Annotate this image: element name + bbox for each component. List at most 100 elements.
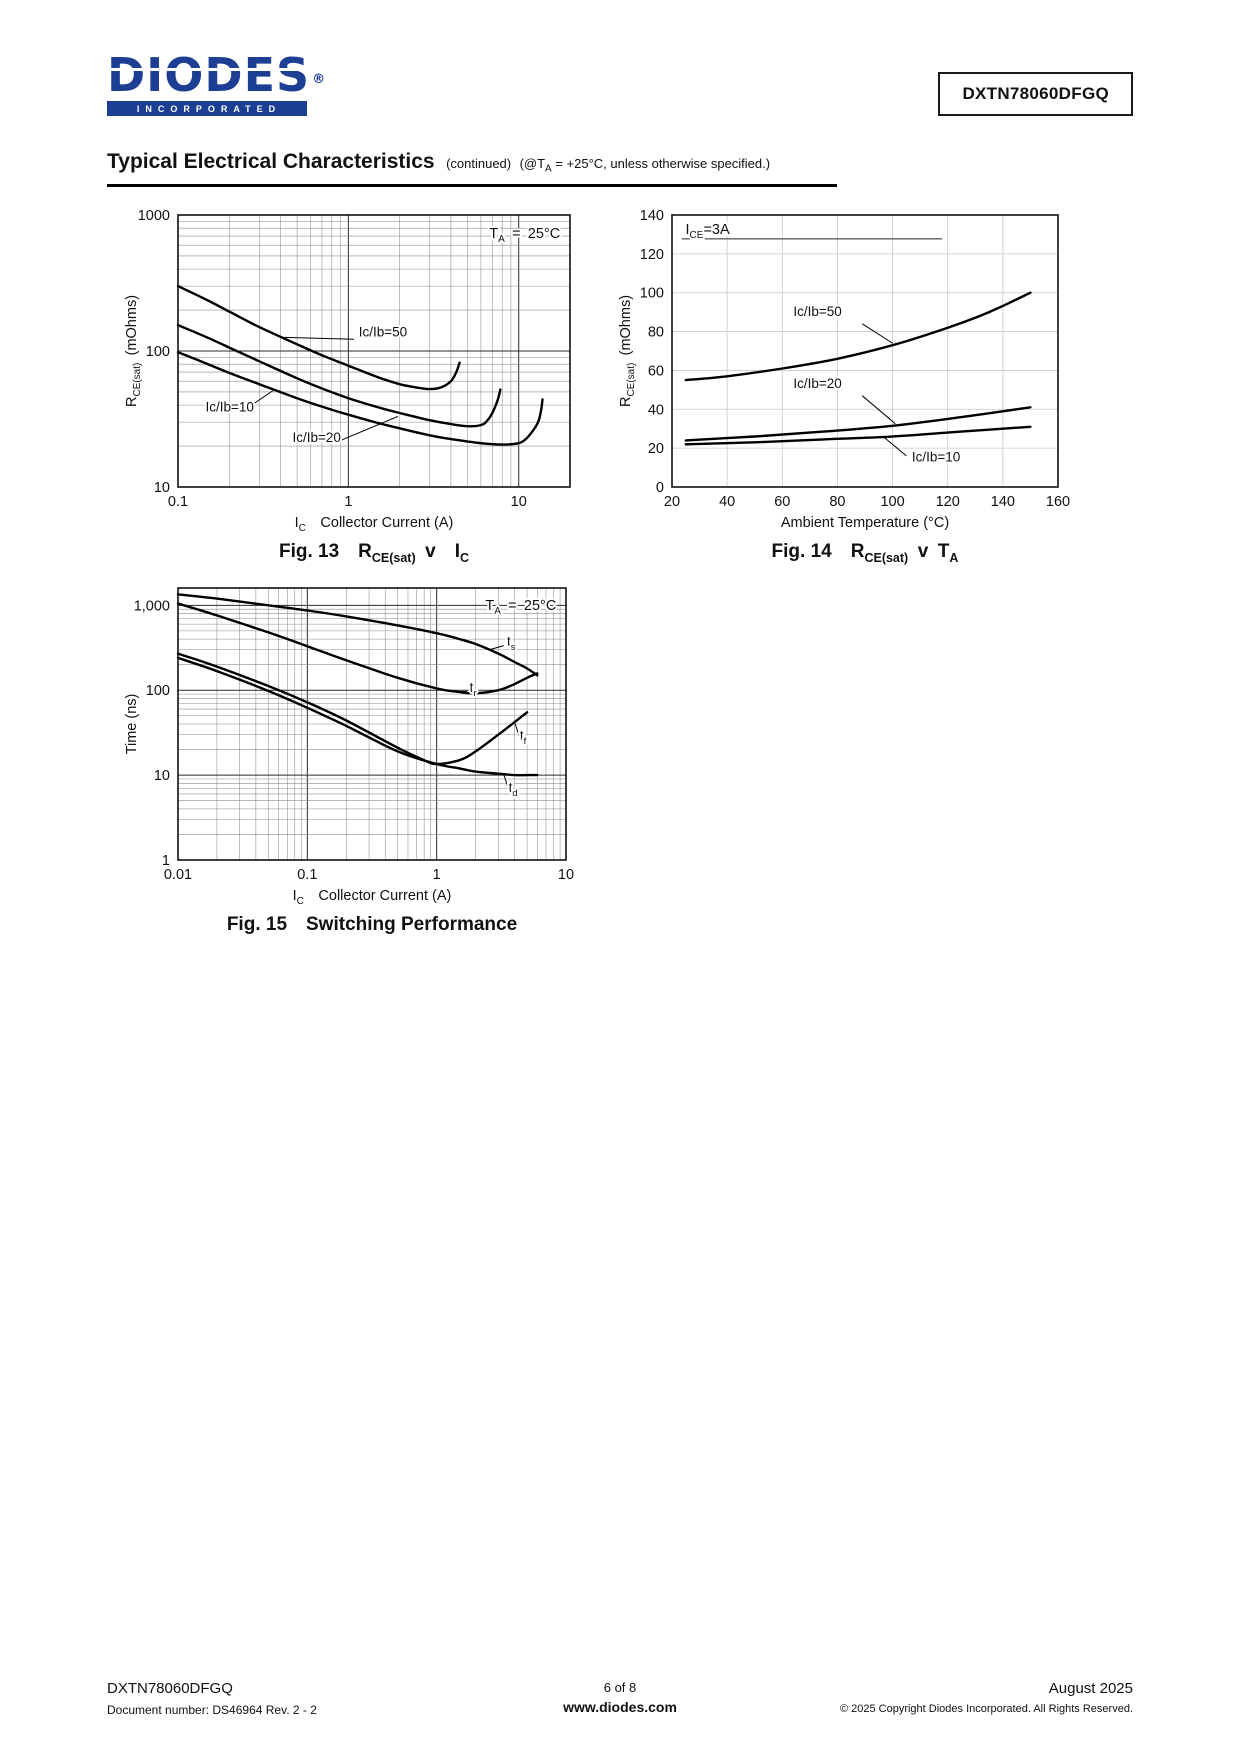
part-number-box: DXTN78060DFGQ [938,72,1133,116]
series-label: td [509,780,518,799]
y-tick-label: 80 [648,325,664,341]
y-tick-label: 1 [162,853,170,869]
leader-line [861,395,896,425]
y-axis-title: Time (ns) [124,694,140,755]
plot-border [177,214,571,488]
x-axis-title: IC Collector Current (A) [293,888,452,907]
series-label: tf [520,728,527,747]
plot-annotation: ICE=3A [686,222,730,241]
y-tick-label: 10 [154,768,170,784]
footer-website-link[interactable]: www.diodes.com [563,1699,677,1715]
x-axis-title: Ambient Temperature (°C) [781,515,949,531]
fig14-rcesat-vs-ta-chart: Ic/Ib=50 Ic/Ib=20 Ic/Ib=10 ICE=3A 20 40 60 80 10… [610,201,1080,574]
footer-right: August 2025 © 2025 Copyright Diodes Inco… [840,1680,1133,1715]
y-tick-label: 40 [648,402,664,418]
fig13-rcesat-vs-ic-chart: Ic/Ib=50 Ic/Ib=10 Ic/Ib=20 TA = 25°C 0.1 1 10 1… [116,201,586,574]
curve-td [176,656,539,777]
figure-caption: Fig. 13 RCE(sat) v IC [279,541,469,565]
series-label: tr [470,680,477,699]
footer-center: 6 of 8 www.diodes.com [107,1680,1133,1715]
y-tick-label: 120 [640,247,664,263]
series-label: Ic/Ib=20 [292,430,340,445]
footer-part-number: DXTN78060DFGQ [107,1680,233,1697]
x-tick-label: 0.1 [168,494,188,510]
x-tick-label: 0.01 [164,867,192,883]
figure-caption: Fig. 14 RCE(sat) v TA [772,541,959,565]
x-tick-label: 10 [558,867,574,883]
series-label: ts [507,634,516,653]
y-tick-label: 140 [640,208,664,224]
registered-trademark-icon: ® [312,72,327,87]
grid-lines [672,215,1058,487]
leader-line [490,645,504,650]
y-tick-label: 1,000 [134,598,170,614]
diodes-logo-wordmark: DIODES ® [107,52,326,98]
y-tick-label: 20 [648,441,664,457]
leader-line [503,774,509,788]
y-tick-label: 1000 [138,208,170,224]
footer-left: DXTN78060DFGQ Document number: DS46964 R… [107,1680,317,1717]
y-tick-label: 100 [640,286,664,302]
series-label: Ic/Ib=50 [793,304,841,319]
fig15-switching-performance-chart: ts tr tf td TA = 25°C 0.01 0.1 1 10 1 10 100 1,000 IC… [116,574,586,947]
section-title-text: Typical Electrical Characteristics [107,150,435,173]
page-footer: DXTN78060DFGQ Document number: DS46964 R… [107,1680,1133,1730]
leader-line [861,323,893,344]
figure-caption: Fig. 15 Switching Performance [227,914,517,935]
plot-annotation: TA = 25°C [485,598,556,617]
curve-Ic/Ib=20 [176,323,502,428]
series-label: Ic/Ib=10 [912,450,960,465]
y-axis-title: RCE(sat) (mOhms) [618,295,637,407]
diodes-logo: DIODES ® INCORPORATED [107,52,326,116]
leader-line [284,336,355,340]
leader-line [340,416,398,441]
conditions-prefix: (@T [519,156,546,171]
section-title-conditions: (@TA = +25°C, unless otherwise specified… [519,156,771,175]
grid-lines [177,588,567,861]
x-axis-title: IC Collector Current (A) [295,515,454,534]
curve-tr [176,602,539,695]
curve-ts [176,593,539,677]
plot-border [671,214,1059,488]
conditions-suffix: = +25°C, unless otherwise specified.) [551,156,771,171]
x-tick-label: 0.1 [297,867,317,883]
leader-line [883,437,907,457]
x-tick-label: 60 [774,494,790,510]
x-tick-label: 100 [880,494,904,510]
x-tick-label: 40 [719,494,735,510]
fig14-plot: Ic/Ib=50 Ic/Ib=20 Ic/Ib=10 ICE=3A 20 40 60 80 10… [618,208,1070,565]
x-tick-label: 1 [433,867,441,883]
conditions-subscript: A [545,163,552,175]
x-tick-label: 140 [991,494,1015,510]
x-tick-label: 20 [664,494,680,510]
y-axis-title: RCE(sat) (mOhms) [124,295,143,407]
series-label: Ic/Ib=50 [359,324,407,339]
x-tick-label: 160 [1046,494,1070,510]
logo-incorporated-bar: INCORPORATED [107,101,307,116]
footer-date: August 2025 [1048,1680,1133,1697]
x-tick-label: 120 [936,494,960,510]
y-tick-label: 0 [656,480,664,496]
footer-doc-number: Document number: DS46964 Rev. 2 - 2 [107,1703,317,1717]
footer-page-number: 6 of 8 [603,1680,637,1695]
fig15-plot: ts tr tf td TA = 25°C 0.01 0.1 1 10 1 10 100 1,000 IC… [124,587,574,935]
series-label: Ic/Ib=10 [205,399,253,414]
y-tick-label: 10 [154,480,170,496]
curve-Ic/Ib=50 [684,291,1032,382]
x-tick-label: 10 [511,494,527,510]
plot-border [177,587,567,861]
x-tick-label: 80 [829,494,845,510]
x-tick-label: 1 [344,494,352,510]
curve-Ic/Ib=10 [684,425,1032,446]
leader-line [251,390,274,406]
plot-annotation: TA = 25°C [489,226,560,245]
logo-text: DIODES [107,48,311,102]
y-tick-label: 60 [648,363,664,379]
curve-Ic/Ib=10 [176,351,544,446]
curve-Ic/Ib=20 [684,406,1032,442]
fig13-plot: Ic/Ib=50 Ic/Ib=10 Ic/Ib=20 TA = 25°C 0.1 1 10 1… [124,208,571,565]
footer-copyright: © 2025 Copyright Diodes Incorporated. Al… [839,1703,1133,1715]
curve-Ic/Ib=50 [176,284,461,391]
section-title-continued: (continued) [446,156,512,171]
